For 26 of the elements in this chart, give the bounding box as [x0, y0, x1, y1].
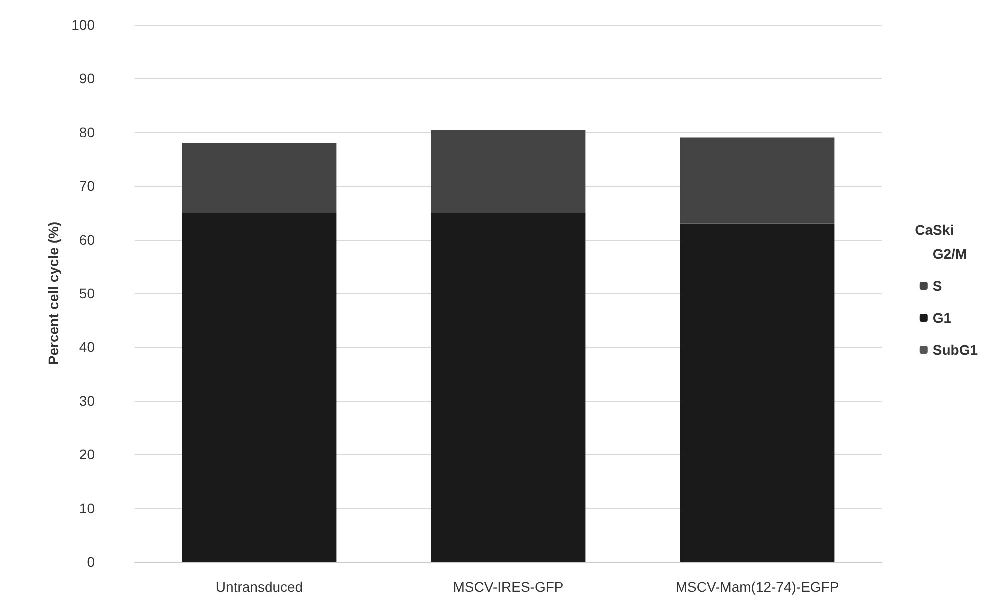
- x-tick-label: MSCV-IRES-GFP: [453, 579, 564, 595]
- x-tick-label: Untransduced: [216, 579, 304, 595]
- legend-title: CaSki: [915, 222, 954, 238]
- bar: [680, 224, 835, 562]
- y-tick-label: 90: [79, 70, 96, 87]
- y-tick-label: 70: [79, 178, 96, 194]
- legend-label: G1: [932, 310, 952, 326]
- bar: [431, 212, 586, 562]
- y-tick-label: 60: [79, 232, 96, 248]
- y-tick-label: 80: [79, 124, 96, 140]
- y-tick-label: 30: [79, 392, 96, 409]
- x-tick-label: MSCV-Mam(12-74)-EGFP: [676, 579, 840, 595]
- text: G2/M: [932, 246, 968, 262]
- legend-label: S: [932, 278, 942, 294]
- y-tick-label: 100: [72, 17, 96, 33]
- y-tick-label: 40: [79, 339, 96, 356]
- y-tick-label: 50: [79, 286, 96, 302]
- y-tick-label: 10: [79, 500, 96, 516]
- y-tick-label: 0: [87, 554, 96, 570]
- y-axis-title: Percent cell cycle (%): [46, 222, 62, 366]
- bar: [182, 212, 337, 562]
- y-tick-label: 20: [79, 446, 96, 463]
- bar: [431, 130, 586, 213]
- legend-label: SubG1: [932, 342, 978, 358]
- bar: [680, 138, 835, 224]
- bar: [182, 143, 337, 213]
